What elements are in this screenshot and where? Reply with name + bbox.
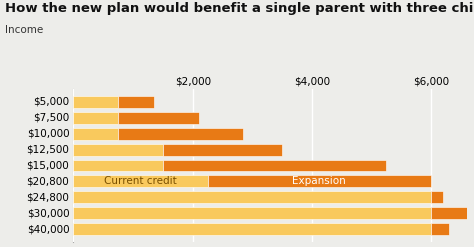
Bar (118, 128, 243, 140)
Bar (431, 191, 443, 203)
Bar (73, 160, 163, 171)
Bar (73, 112, 118, 124)
Bar (163, 144, 282, 156)
Bar (163, 160, 386, 171)
Bar (431, 207, 474, 219)
Text: Expansion: Expansion (292, 176, 346, 186)
Bar (73, 144, 163, 156)
Bar (73, 175, 208, 187)
Bar (208, 175, 431, 187)
Bar (73, 191, 431, 203)
Text: Income: Income (5, 25, 43, 35)
Text: Current credit: Current credit (104, 176, 177, 186)
Bar (73, 96, 118, 108)
Bar (118, 112, 199, 124)
Bar (431, 223, 449, 235)
Bar (118, 96, 154, 108)
Bar (73, 223, 431, 235)
Bar (73, 207, 431, 219)
Text: How the new plan would benefit a single parent with three children: How the new plan would benefit a single … (5, 2, 474, 16)
Bar (73, 128, 118, 140)
